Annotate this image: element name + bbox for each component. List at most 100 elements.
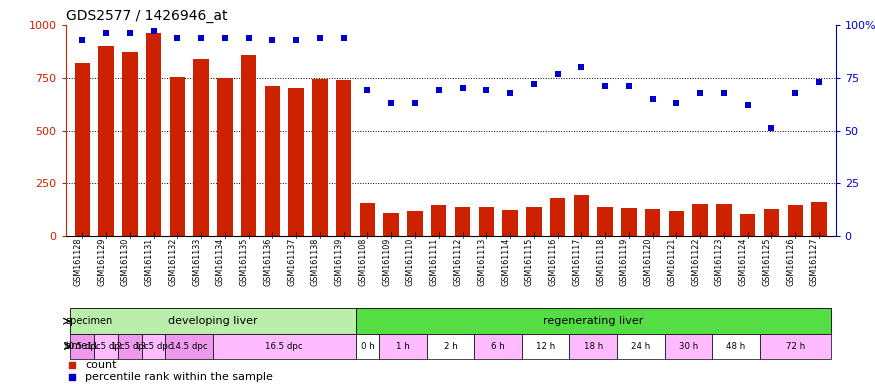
Bar — [193, 59, 209, 236]
Bar — [360, 204, 375, 236]
Text: GSM161135: GSM161135 — [240, 238, 248, 286]
Text: GSM161115: GSM161115 — [525, 238, 534, 286]
Text: GSM161112: GSM161112 — [453, 238, 463, 286]
Text: GSM161137: GSM161137 — [287, 238, 296, 286]
Bar — [70, 334, 94, 359]
Bar — [213, 334, 355, 359]
Point — [75, 36, 89, 43]
Text: 16.5 dpc: 16.5 dpc — [265, 342, 303, 351]
Point — [622, 83, 636, 89]
Bar — [380, 334, 427, 359]
Bar — [811, 202, 827, 236]
Text: GSM161138: GSM161138 — [311, 238, 320, 286]
Bar — [621, 208, 637, 236]
Point — [765, 125, 779, 131]
Bar — [479, 207, 494, 236]
Text: 2 h: 2 h — [444, 342, 458, 351]
Point — [598, 83, 612, 89]
Point — [646, 96, 660, 102]
Text: GSM161108: GSM161108 — [359, 238, 368, 286]
Text: GSM161127: GSM161127 — [810, 238, 819, 286]
Text: regenerating liver: regenerating liver — [543, 316, 643, 326]
Text: GSM161114: GSM161114 — [501, 238, 510, 286]
Text: GSM161119: GSM161119 — [620, 238, 629, 286]
Text: 11.5 dpc: 11.5 dpc — [88, 342, 125, 351]
Text: specimen: specimen — [66, 316, 113, 326]
Bar — [574, 195, 589, 236]
Bar — [74, 63, 90, 236]
Bar — [550, 198, 565, 236]
Point — [431, 87, 445, 93]
Point — [527, 81, 541, 87]
Text: 14.5 dpc: 14.5 dpc — [171, 342, 208, 351]
Point — [574, 64, 588, 70]
Point — [99, 30, 113, 36]
Text: 30 h: 30 h — [679, 342, 698, 351]
Text: GSM161123: GSM161123 — [715, 238, 724, 286]
Bar — [717, 204, 732, 236]
Bar — [664, 334, 712, 359]
Text: GSM161131: GSM161131 — [144, 238, 153, 286]
Text: GSM161116: GSM161116 — [549, 238, 557, 286]
Bar — [570, 334, 617, 359]
Bar — [98, 46, 114, 236]
Bar — [355, 334, 380, 359]
Point — [337, 35, 351, 41]
Bar — [474, 334, 522, 359]
Bar — [142, 334, 165, 359]
Bar — [502, 210, 518, 236]
Text: count: count — [85, 360, 116, 370]
Bar — [241, 55, 256, 236]
Bar — [455, 207, 470, 236]
Text: 48 h: 48 h — [726, 342, 746, 351]
Bar — [788, 205, 803, 236]
Bar — [760, 334, 831, 359]
Text: GSM161130: GSM161130 — [121, 238, 130, 286]
Point — [194, 35, 208, 41]
Bar — [740, 214, 755, 236]
Bar — [526, 207, 542, 236]
Text: 13.5 dpc: 13.5 dpc — [135, 342, 172, 351]
Point — [360, 87, 374, 93]
Text: GSM161120: GSM161120 — [644, 238, 653, 286]
Bar — [70, 308, 355, 334]
Bar — [617, 334, 664, 359]
Point — [788, 89, 802, 96]
Point — [669, 100, 683, 106]
Point — [218, 35, 232, 41]
Point — [265, 36, 279, 43]
Text: time: time — [66, 341, 88, 351]
Text: GSM161129: GSM161129 — [97, 238, 106, 286]
Point — [289, 36, 303, 43]
Text: GSM161109: GSM161109 — [382, 238, 391, 286]
Bar — [118, 334, 142, 359]
Bar — [645, 209, 661, 236]
Text: GSM161126: GSM161126 — [787, 238, 795, 286]
Text: developing liver: developing liver — [168, 316, 258, 326]
Point — [384, 100, 398, 106]
Bar — [598, 207, 612, 236]
Bar — [289, 88, 304, 236]
Text: GSM161132: GSM161132 — [168, 238, 178, 286]
Bar — [123, 52, 137, 236]
Point — [812, 79, 826, 85]
Point — [171, 35, 185, 41]
Text: 12.5 dpc: 12.5 dpc — [111, 342, 149, 351]
Point — [503, 89, 517, 96]
Text: 18 h: 18 h — [584, 342, 603, 351]
Bar — [312, 79, 327, 236]
Text: GSM161128: GSM161128 — [74, 238, 82, 286]
Text: GSM161125: GSM161125 — [762, 238, 772, 286]
Text: 1 h: 1 h — [396, 342, 410, 351]
Bar — [692, 204, 708, 236]
Bar — [165, 334, 213, 359]
Text: GSM161136: GSM161136 — [263, 238, 272, 286]
Bar — [94, 334, 118, 359]
Bar — [264, 86, 280, 236]
Point — [242, 35, 256, 41]
Bar — [146, 33, 161, 236]
Bar — [712, 334, 760, 359]
Bar — [668, 211, 684, 236]
Bar — [217, 78, 233, 236]
Bar — [427, 334, 474, 359]
